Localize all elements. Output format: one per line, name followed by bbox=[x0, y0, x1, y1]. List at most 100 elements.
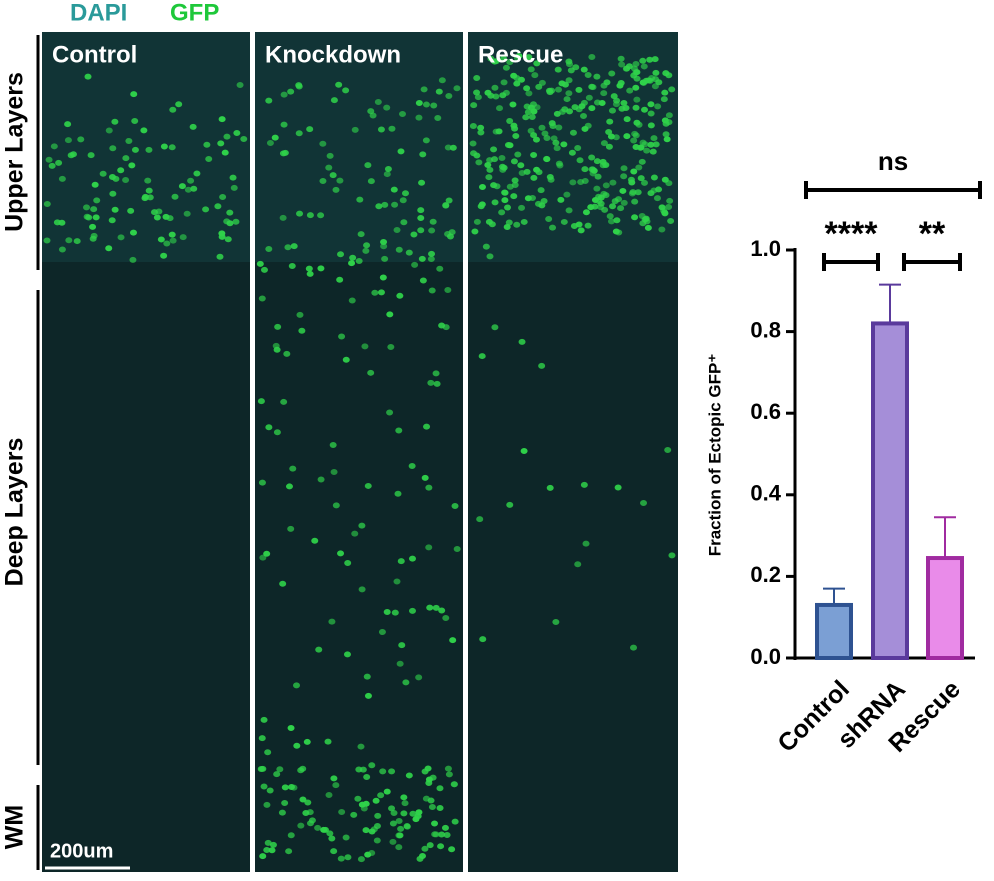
gfp-cell bbox=[369, 112, 377, 119]
gfp-cell bbox=[259, 765, 267, 772]
gfp-cell bbox=[293, 682, 301, 689]
gfp-cell bbox=[374, 99, 382, 106]
gfp-cell bbox=[264, 749, 272, 756]
y-tick-label: 0.6 bbox=[750, 399, 781, 424]
gfp-cell bbox=[538, 202, 546, 209]
gfp-cell bbox=[565, 90, 573, 97]
gfp-cell bbox=[367, 369, 375, 376]
gfp-cell bbox=[401, 800, 409, 807]
gfp-cell bbox=[259, 554, 267, 561]
gfp-cell bbox=[451, 502, 459, 509]
gfp-cell bbox=[552, 618, 560, 625]
gfp-cell bbox=[520, 218, 528, 225]
gfp-cell bbox=[546, 174, 554, 181]
gfp-cell bbox=[475, 159, 483, 166]
gfp-cell bbox=[236, 82, 244, 89]
gfp-cell bbox=[485, 174, 493, 181]
gfp-cell bbox=[620, 199, 628, 206]
gfp-cell bbox=[580, 113, 588, 120]
gfp-cell bbox=[421, 474, 429, 481]
gfp-cell bbox=[605, 143, 613, 150]
gfp-cell bbox=[500, 79, 508, 86]
gfp-cell bbox=[160, 252, 168, 259]
gfp-cell bbox=[105, 127, 113, 134]
gfp-cell bbox=[349, 254, 357, 261]
gfp-cell bbox=[348, 297, 356, 304]
gfp-cell bbox=[389, 820, 397, 827]
gfp-cell bbox=[297, 822, 305, 829]
gfp-cell bbox=[665, 112, 673, 119]
gfp-cell bbox=[487, 55, 495, 62]
gfp-cell bbox=[336, 177, 344, 184]
gfp-cell bbox=[442, 324, 450, 331]
gfp-cell bbox=[226, 220, 234, 227]
gfp-cell bbox=[576, 157, 584, 164]
bar bbox=[926, 556, 964, 660]
gfp-cell bbox=[129, 256, 137, 263]
gfp-cell bbox=[666, 197, 674, 204]
gfp-cell bbox=[390, 810, 398, 817]
gfp-cell bbox=[600, 140, 608, 147]
gfp-cell bbox=[279, 214, 287, 221]
gfp-cell bbox=[393, 578, 401, 585]
gfp-cell bbox=[93, 197, 101, 204]
gfp-cell bbox=[328, 618, 336, 625]
gfp-cell bbox=[415, 100, 423, 107]
gfp-cell bbox=[157, 236, 165, 243]
gfp-cell bbox=[379, 274, 387, 281]
gfp-cell bbox=[360, 805, 368, 812]
gfp-cell bbox=[484, 162, 492, 169]
gfp-cell bbox=[580, 66, 588, 73]
y-tick-label: 0.4 bbox=[750, 481, 781, 506]
gfp-cell bbox=[568, 149, 576, 156]
gfp-cell bbox=[563, 96, 571, 103]
gfp-cell bbox=[638, 158, 646, 165]
gfp-cell bbox=[647, 110, 655, 117]
channel-label: GFP bbox=[170, 0, 219, 26]
gfp-cell bbox=[495, 128, 503, 135]
gfp-cell bbox=[203, 141, 211, 148]
gfp-cell bbox=[428, 250, 436, 257]
gfp-cell bbox=[501, 197, 509, 204]
gfp-cell bbox=[393, 226, 401, 233]
gfp-cell bbox=[265, 97, 273, 104]
gfp-cell bbox=[368, 762, 376, 769]
gfp-cell bbox=[632, 61, 640, 68]
gfp-cell bbox=[618, 61, 626, 68]
gfp-cell bbox=[288, 262, 296, 269]
gfp-cell bbox=[276, 766, 284, 773]
gfp-cell bbox=[417, 227, 425, 234]
gfp-cell bbox=[315, 646, 323, 653]
gfp-cell bbox=[287, 525, 295, 532]
gfp-cell bbox=[640, 63, 648, 70]
gfp-cell bbox=[430, 102, 438, 109]
gfp-cell bbox=[445, 92, 453, 99]
gfp-cell bbox=[144, 177, 152, 184]
gfp-cell bbox=[427, 797, 435, 804]
gfp-cell bbox=[605, 128, 613, 135]
gfp-cell bbox=[58, 219, 66, 226]
gfp-cell bbox=[380, 243, 388, 250]
gfp-cell bbox=[620, 173, 628, 180]
gfp-cell bbox=[566, 108, 574, 115]
gfp-cell bbox=[311, 537, 319, 544]
gfp-cell bbox=[496, 105, 504, 112]
gfp-cell bbox=[649, 148, 657, 155]
gfp-cell bbox=[613, 97, 621, 104]
gfp-cell bbox=[160, 143, 168, 150]
gfp-cell bbox=[48, 162, 56, 169]
gfp-cell bbox=[395, 818, 403, 825]
gfp-cell bbox=[499, 92, 507, 99]
gfp-cell bbox=[655, 79, 663, 86]
gfp-cell bbox=[221, 149, 229, 156]
gfp-cell bbox=[626, 87, 634, 94]
gfp-cell bbox=[351, 126, 359, 133]
gfp-cell bbox=[218, 116, 226, 123]
gfp-cell bbox=[428, 227, 436, 234]
gfp-cell bbox=[92, 214, 100, 221]
gfp-cell bbox=[478, 201, 486, 208]
gfp-cell bbox=[389, 838, 397, 845]
gfp-cell bbox=[646, 56, 654, 63]
gfp-cell bbox=[43, 237, 51, 244]
gfp-cell bbox=[306, 270, 314, 277]
